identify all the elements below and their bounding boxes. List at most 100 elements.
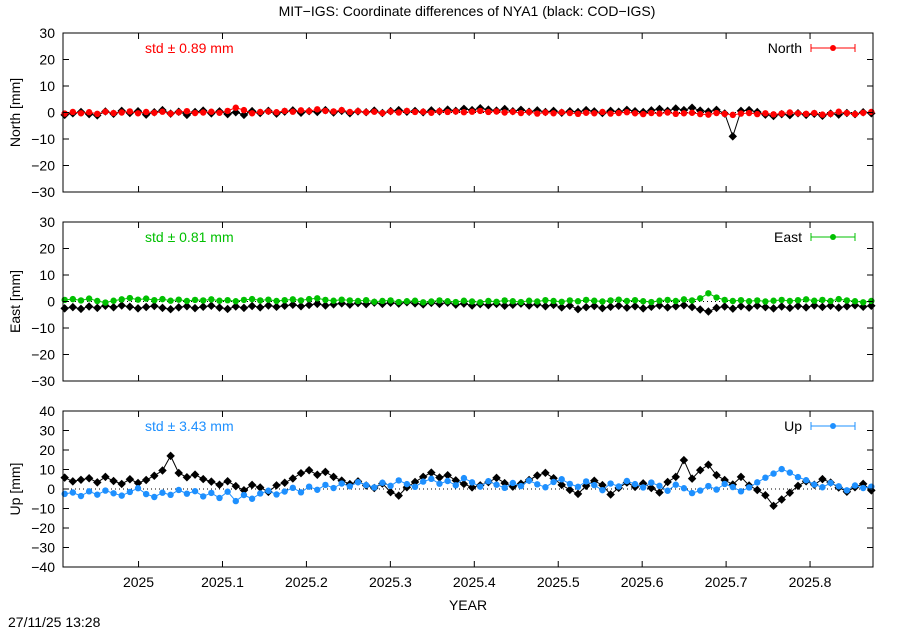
data-point-cod-igs	[720, 302, 729, 311]
data-point-east	[501, 297, 508, 304]
data-point-cod-igs	[614, 301, 623, 310]
legend-label: North	[768, 40, 802, 56]
data-point-cod-igs	[93, 303, 102, 313]
timestamp: 27/11/25 13:28	[8, 614, 101, 630]
data-point-north	[550, 110, 557, 117]
data-point-east	[770, 297, 777, 304]
data-point-east	[835, 295, 842, 303]
data-point-north	[257, 108, 264, 116]
data-point-up	[102, 487, 109, 494]
data-point-cod-igs	[459, 479, 469, 489]
legend-label: Up	[784, 418, 802, 434]
std-label: std ± 3.43 mm	[145, 418, 234, 434]
y-tick-label: −20	[31, 158, 55, 174]
data-point-cod-igs	[223, 476, 232, 486]
data-point-north	[69, 108, 77, 116]
data-point-cod-igs	[606, 302, 615, 312]
data-point-north	[94, 110, 101, 118]
data-point-east	[827, 297, 834, 305]
data-point-east	[216, 297, 223, 304]
data-point-up	[623, 477, 631, 485]
data-point-east	[167, 297, 174, 304]
data-point-east	[591, 297, 598, 304]
data-point-cod-igs	[655, 488, 664, 497]
data-point-up	[273, 491, 280, 498]
data-point-up	[477, 483, 484, 490]
data-point-up	[346, 483, 354, 490]
data-point-north	[493, 108, 500, 115]
data-point-up	[705, 482, 712, 490]
data-point-cod-igs	[215, 480, 224, 489]
data-point-east	[428, 298, 435, 305]
data-point-north	[754, 110, 761, 118]
data-point-north	[273, 109, 280, 116]
data-point-up	[77, 492, 85, 500]
data-point-up	[69, 489, 77, 496]
data-point-north	[142, 108, 150, 116]
series-line-up	[64, 468, 872, 502]
data-point-cod-igs	[704, 307, 713, 316]
data-point-up	[167, 491, 174, 499]
data-point-east	[265, 296, 272, 303]
data-point-cod-igs	[736, 472, 746, 482]
data-point-east	[379, 297, 386, 305]
data-point-east	[623, 297, 631, 305]
y-tick-label: 20	[39, 442, 55, 458]
data-point-cod-igs	[150, 471, 159, 480]
data-point-north	[330, 108, 337, 115]
data-point-cod-igs	[190, 303, 200, 313]
data-point-east	[281, 296, 288, 304]
data-point-east	[314, 295, 321, 302]
data-point-up	[509, 479, 517, 487]
data-point-east	[859, 299, 867, 306]
data-point-north	[859, 109, 867, 116]
data-point-up	[737, 488, 745, 495]
data-point-north	[411, 108, 419, 116]
data-point-east	[208, 296, 215, 303]
y-tick-label: −30	[31, 540, 55, 556]
data-point-cod-igs	[174, 303, 183, 312]
data-point-north	[794, 110, 802, 117]
y-tick-label: −30	[31, 184, 55, 200]
data-point-north	[289, 108, 297, 115]
data-point-east	[102, 299, 109, 306]
data-point-north	[688, 109, 696, 116]
data-point-north	[574, 110, 582, 118]
data-point-cod-igs	[492, 473, 501, 483]
data-point-cod-igs	[761, 490, 770, 500]
data-point-up	[713, 486, 720, 493]
data-point-up	[468, 479, 476, 486]
data-point-up	[379, 479, 386, 486]
data-point-cod-igs	[190, 470, 200, 479]
data-point-up	[517, 482, 525, 490]
x-tick-label: 2025.1	[201, 574, 244, 590]
data-point-cod-igs	[581, 302, 591, 312]
x-tick-label: 2025.8	[789, 574, 832, 590]
data-point-north	[705, 111, 712, 118]
panel-up: −40 −30 −20 −10 0 10 20 30 40 2025 2025.1 2025.2 202…	[7, 403, 876, 613]
data-point-up	[289, 484, 297, 492]
data-point-north	[835, 108, 842, 115]
data-point-east	[705, 290, 712, 297]
data-point-cod-igs	[76, 475, 86, 485]
data-point-up	[419, 478, 427, 485]
data-point-north	[811, 109, 818, 117]
data-point-up	[615, 483, 622, 490]
data-point-east	[851, 298, 859, 305]
data-point-cod-igs	[125, 474, 135, 484]
data-point-cod-igs	[712, 470, 721, 480]
std-label: std ± 0.89 mm	[145, 40, 234, 56]
data-point-east	[639, 298, 647, 305]
data-point-up	[591, 481, 598, 489]
data-point-cod-igs	[182, 473, 192, 482]
data-point-east	[126, 294, 134, 302]
data-point-cod-igs	[386, 487, 395, 497]
legend-marker	[830, 234, 836, 240]
data-point-up	[859, 484, 867, 492]
data-point-north	[656, 110, 663, 117]
data-point-cod-igs	[834, 303, 843, 312]
data-point-cod-igs	[728, 304, 738, 313]
data-point-up	[428, 475, 435, 483]
data-point-cod-igs	[679, 455, 689, 465]
data-point-cod-igs	[671, 472, 681, 482]
